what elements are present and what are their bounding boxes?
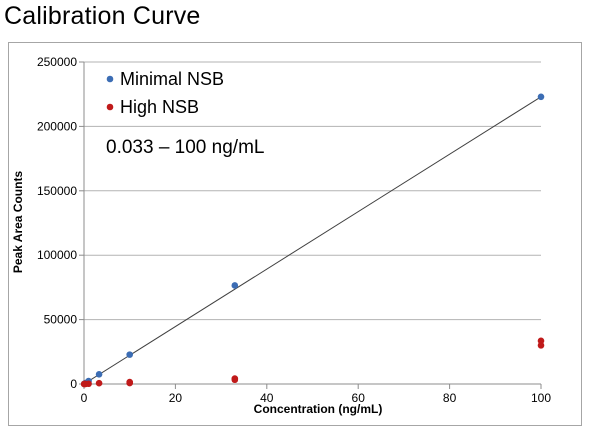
high-nsb-point [537, 337, 545, 345]
y-tick-label: 200000 [37, 119, 77, 133]
x-tick-label: 0 [81, 391, 88, 405]
legend-label-high-nsb: High NSB [120, 97, 199, 117]
high-nsb-point [85, 380, 92, 388]
y-axis-title: Peak Area Counts [11, 171, 25, 274]
axes: 0 50000 100000 150000 200000 250000 0 20 40 60 80 1… [37, 55, 551, 405]
high-nsb-point [95, 379, 103, 387]
minimal-nsb-point [537, 93, 545, 101]
high-nsb-point [126, 379, 133, 387]
x-tick-label: 100 [531, 391, 551, 405]
legend: Minimal NSB High NSB [106, 69, 224, 117]
minimal-nsb-point [126, 351, 133, 358]
x-tick-label: 80 [443, 391, 457, 405]
high-nsb-point [231, 376, 239, 384]
chart-area [8, 42, 582, 426]
x-tick-label: 40 [260, 391, 274, 405]
y-tick-label: 100000 [37, 248, 77, 262]
x-axis-title: Concentration (ng/mL) [254, 402, 383, 416]
range-annotation: 0.033 – 100 ng/mL [106, 137, 264, 158]
trendline [83, 96, 542, 385]
gridlines [84, 61, 541, 321]
legend-marker-high-nsb [106, 103, 114, 111]
x-tick-label: 20 [169, 391, 183, 405]
x-tick-label: 60 [352, 391, 366, 405]
y-tick-label: 250000 [37, 55, 77, 69]
data-points [80, 93, 545, 388]
y-tick-label: 50000 [44, 313, 78, 327]
legend-label-minimal-nsb: Minimal NSB [120, 69, 224, 89]
legend-marker-minimal-nsb [106, 75, 114, 83]
high-nsb-point [537, 342, 545, 349]
minimal-nsb-point [231, 282, 239, 289]
chart-title: Calibration Curve [4, 2, 201, 30]
y-tick-label: 150000 [37, 184, 77, 198]
minimal-nsb-point [95, 371, 103, 378]
trendline-layer [83, 96, 542, 385]
y-tick-label: 0 [70, 377, 77, 391]
